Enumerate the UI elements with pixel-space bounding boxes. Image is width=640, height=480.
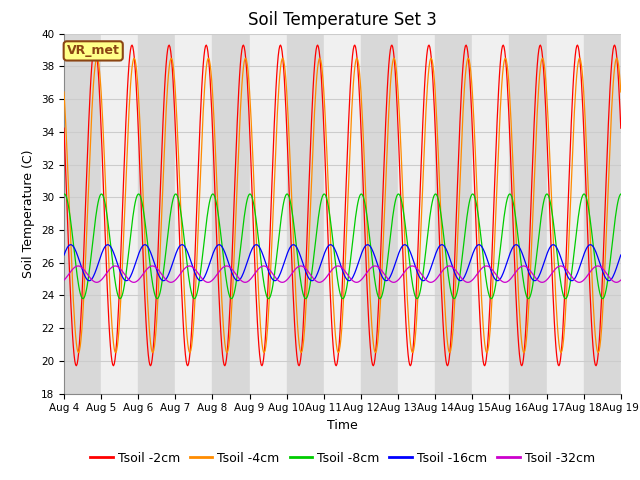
Tsoil -32cm <box>568 273 575 279</box>
Tsoil -16cm <box>67 242 75 248</box>
Tsoil -4cm <box>617 89 625 95</box>
Tsoil -16cm <box>617 252 625 258</box>
Tsoil -8cm <box>79 296 86 301</box>
Tsoil -8cm <box>566 278 574 284</box>
Tsoil -32cm <box>93 279 100 285</box>
Tsoil -2cm <box>390 48 397 54</box>
Bar <box>175 34 212 394</box>
Tsoil -8cm <box>207 194 215 200</box>
Tsoil -8cm <box>444 267 451 273</box>
Tsoil -16cm <box>60 252 68 258</box>
Bar <box>64 34 101 394</box>
Tsoil -4cm <box>182 323 190 328</box>
Tsoil -4cm <box>388 64 396 70</box>
Tsoil -4cm <box>206 62 214 68</box>
Bar <box>584 34 621 394</box>
Tsoil -4cm <box>557 350 565 356</box>
Tsoil -2cm <box>208 108 216 113</box>
Bar <box>361 34 398 394</box>
Tsoil -4cm <box>60 89 68 95</box>
Tsoil -2cm <box>617 125 625 131</box>
Bar <box>250 34 287 394</box>
Tsoil -4cm <box>334 349 342 355</box>
Bar <box>101 34 138 394</box>
Tsoil -32cm <box>74 263 82 269</box>
Tsoil -4cm <box>568 178 575 184</box>
Text: VR_met: VR_met <box>67 44 120 58</box>
Tsoil -8cm <box>60 191 68 197</box>
Line: Tsoil -8cm: Tsoil -8cm <box>64 194 621 299</box>
Tsoil -2cm <box>72 363 80 369</box>
Bar <box>472 34 509 394</box>
Tsoil -16cm <box>335 258 343 264</box>
Tsoil -32cm <box>184 264 191 269</box>
Tsoil -8cm <box>389 214 397 220</box>
Bar <box>398 34 435 394</box>
Tsoil -16cm <box>390 266 397 272</box>
Bar <box>324 34 361 394</box>
Title: Soil Temperature Set 3: Soil Temperature Set 3 <box>248 11 437 29</box>
Bar <box>287 34 324 394</box>
Line: Tsoil -2cm: Tsoil -2cm <box>64 45 621 366</box>
Bar <box>547 34 584 394</box>
Legend: Tsoil -2cm, Tsoil -4cm, Tsoil -8cm, Tsoil -16cm, Tsoil -32cm: Tsoil -2cm, Tsoil -4cm, Tsoil -8cm, Tsoi… <box>85 447 600 469</box>
Bar <box>212 34 250 394</box>
Tsoil -16cm <box>445 252 452 257</box>
X-axis label: Time: Time <box>327 419 358 432</box>
Tsoil -2cm <box>445 361 452 367</box>
Y-axis label: Soil Temperature (C): Soil Temperature (C) <box>22 149 35 278</box>
Bar <box>138 34 175 394</box>
Tsoil -32cm <box>208 278 216 284</box>
Tsoil -32cm <box>390 279 397 285</box>
Tsoil -32cm <box>335 264 343 269</box>
Tsoil -16cm <box>184 250 191 255</box>
Tsoil -8cm <box>183 261 191 266</box>
Tsoil -2cm <box>335 340 343 346</box>
Tsoil -2cm <box>91 42 99 48</box>
Tsoil -32cm <box>445 263 452 269</box>
Tsoil -16cm <box>208 254 216 260</box>
Tsoil -4cm <box>444 341 451 347</box>
Tsoil -8cm <box>617 191 625 197</box>
Bar <box>509 34 547 394</box>
Tsoil -16cm <box>86 278 93 284</box>
Tsoil -4cm <box>390 55 398 61</box>
Tsoil -2cm <box>60 125 68 131</box>
Tsoil -16cm <box>568 278 575 284</box>
Tsoil -2cm <box>568 120 575 125</box>
Tsoil -2cm <box>184 363 191 369</box>
Bar <box>435 34 472 394</box>
Tsoil -32cm <box>60 277 68 283</box>
Line: Tsoil -16cm: Tsoil -16cm <box>64 245 621 281</box>
Line: Tsoil -32cm: Tsoil -32cm <box>64 266 621 282</box>
Tsoil -32cm <box>617 277 625 283</box>
Tsoil -8cm <box>335 283 342 288</box>
Line: Tsoil -4cm: Tsoil -4cm <box>64 58 621 353</box>
